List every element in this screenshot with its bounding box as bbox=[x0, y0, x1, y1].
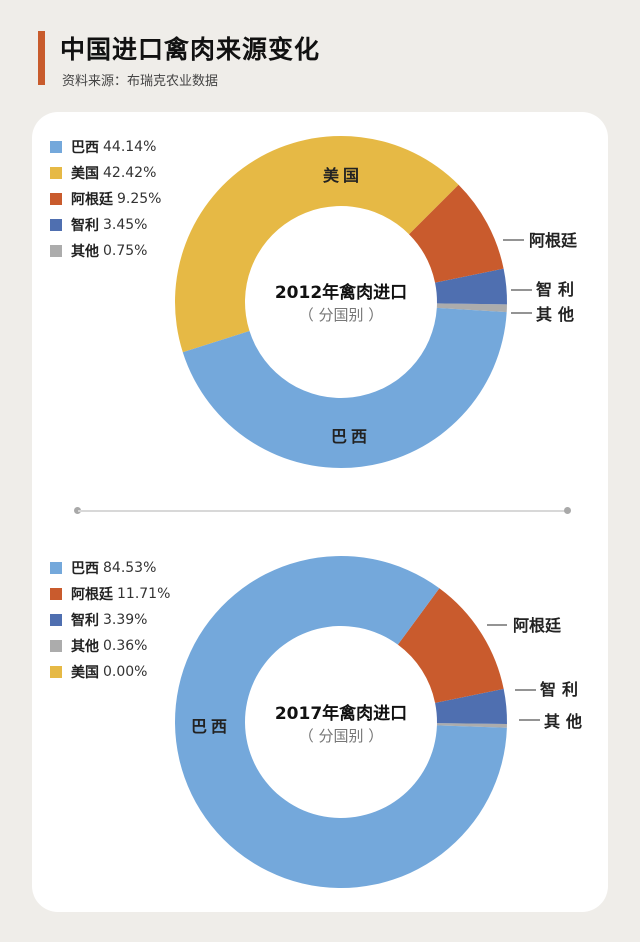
legend-item: 巴西 84.53% bbox=[50, 555, 170, 581]
slice-美国 bbox=[174, 136, 459, 353]
slice-阿根廷 bbox=[408, 184, 504, 283]
page-title: 中国进口禽肉来源变化 bbox=[60, 35, 321, 64]
slice-阿根廷 bbox=[397, 588, 504, 703]
legend-label: 美国 bbox=[71, 665, 99, 681]
legend-value: 0.75% bbox=[103, 243, 148, 259]
ext-label-other: 其他 bbox=[544, 712, 588, 731]
slice-label-usa: 美国 bbox=[323, 166, 363, 185]
swatch-chile bbox=[50, 219, 62, 231]
legend-value: 0.36% bbox=[103, 638, 148, 654]
swatch-chile bbox=[50, 614, 62, 626]
legend-value: 84.53% bbox=[103, 560, 157, 576]
legend-value: 3.45% bbox=[103, 217, 148, 233]
legend-2017: 巴西 84.53% 阿根廷 11.71% 智利 3.39% 其他 0.36% 美国 0.0… bbox=[50, 555, 170, 685]
slice-巴西 bbox=[174, 556, 507, 888]
legend-item: 巴西 44.14% bbox=[50, 134, 161, 160]
legend-label: 巴西 bbox=[71, 561, 99, 577]
swatch-brazil bbox=[50, 141, 62, 153]
slice-label-brazil: 巴西 bbox=[191, 717, 231, 736]
legend-item: 阿根廷 9.25% bbox=[50, 186, 161, 212]
legend-2012: 巴西 44.14% 美国 42.42% 阿根廷 9.25% 智利 3.45% 其他 0.7… bbox=[50, 134, 161, 264]
legend-item: 美国 0.00% bbox=[50, 659, 170, 685]
slice-label-brazil: 巴西 bbox=[331, 427, 371, 446]
legend-label: 阿根廷 bbox=[71, 587, 113, 603]
legend-label: 阿根廷 bbox=[71, 192, 113, 208]
slice-其他 bbox=[436, 303, 507, 313]
divider-dot bbox=[74, 507, 81, 514]
legend-item: 美国 42.42% bbox=[50, 160, 161, 186]
legend-value: 0.00% bbox=[103, 664, 148, 680]
legend-value: 9.25% bbox=[117, 191, 162, 207]
legend-item: 其他 0.75% bbox=[50, 238, 161, 264]
legend-item: 其他 0.36% bbox=[50, 633, 170, 659]
center-title: 2017年禽肉进口 bbox=[275, 703, 407, 724]
swatch-brazil bbox=[50, 562, 62, 574]
swatch-argentina bbox=[50, 193, 62, 205]
swatch-other bbox=[50, 640, 62, 652]
swatch-argentina bbox=[50, 588, 62, 600]
legend-value: 44.14% bbox=[103, 139, 157, 155]
slice-智利 bbox=[435, 268, 507, 305]
legend-item: 阿根廷 11.71% bbox=[50, 581, 170, 607]
divider-line bbox=[78, 510, 568, 512]
legend-label: 智利 bbox=[71, 613, 99, 629]
ext-label-chile: 智利 bbox=[540, 680, 584, 699]
swatch-usa bbox=[50, 167, 62, 179]
ext-label-other: 其他 bbox=[536, 305, 580, 324]
center-subtitle: （ 分国别 ） bbox=[299, 727, 384, 745]
ext-label-chile: 智利 bbox=[536, 280, 580, 299]
legend-label: 智利 bbox=[71, 218, 99, 234]
legend-value: 11.71% bbox=[117, 586, 171, 602]
divider-dot bbox=[564, 507, 571, 514]
legend-label: 其他 bbox=[71, 244, 99, 260]
chart-card: 巴西 44.14% 美国 42.42% 阿根廷 9.25% 智利 3.45% 其他 0.7… bbox=[32, 112, 608, 912]
legend-item: 智利 3.39% bbox=[50, 607, 170, 633]
data-source: 资料来源：布瑞克农业数据 bbox=[62, 74, 219, 89]
slice-其他 bbox=[436, 723, 507, 728]
swatch-usa bbox=[50, 666, 62, 678]
legend-item: 智利 3.45% bbox=[50, 212, 161, 238]
legend-label: 巴西 bbox=[71, 140, 99, 156]
slice-巴西 bbox=[182, 307, 507, 468]
title-accent-bar bbox=[38, 31, 45, 85]
ext-label-argentina: 阿根廷 bbox=[513, 616, 562, 635]
slice-智利 bbox=[435, 688, 507, 725]
center-subtitle: （ 分国别 ） bbox=[299, 306, 384, 324]
legend-value: 3.39% bbox=[103, 612, 148, 628]
ext-label-argentina: 阿根廷 bbox=[529, 231, 578, 250]
legend-value: 42.42% bbox=[103, 165, 157, 181]
center-title: 2012年禽肉进口 bbox=[275, 282, 407, 303]
legend-label: 其他 bbox=[71, 639, 99, 655]
swatch-other bbox=[50, 245, 62, 257]
legend-label: 美国 bbox=[71, 166, 99, 182]
